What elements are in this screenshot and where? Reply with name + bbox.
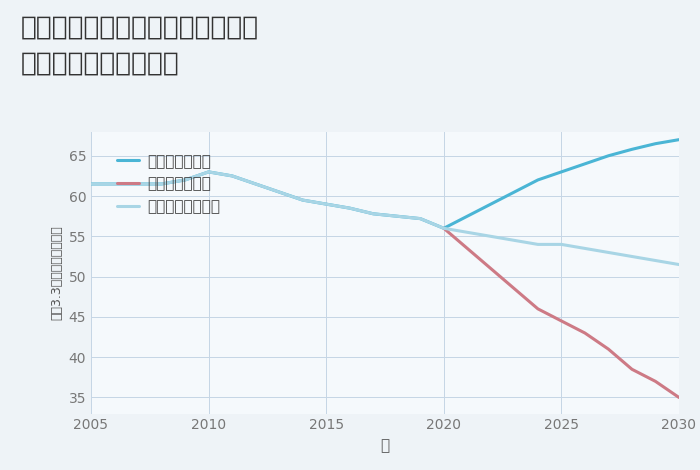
バッドシナリオ	[533, 306, 542, 312]
ノーマルシナリオ	[346, 205, 354, 211]
グッドシナリオ	[369, 211, 377, 217]
ノーマルシナリオ	[604, 250, 612, 255]
ノーマルシナリオ	[228, 173, 237, 179]
ノーマルシナリオ	[111, 181, 119, 187]
ノーマルシナリオ	[581, 246, 589, 251]
Line: グッドシナリオ: グッドシナリオ	[91, 140, 679, 228]
Line: バッドシナリオ: バッドシナリオ	[444, 228, 679, 398]
バッドシナリオ	[486, 266, 495, 271]
グッドシナリオ	[322, 201, 330, 207]
グッドシナリオ	[111, 181, 119, 187]
ノーマルシナリオ	[134, 181, 142, 187]
バッドシナリオ	[463, 246, 472, 251]
ノーマルシナリオ	[181, 177, 189, 183]
グッドシナリオ	[393, 213, 401, 219]
ノーマルシナリオ	[533, 242, 542, 247]
グッドシナリオ	[675, 137, 683, 142]
Y-axis label: 坪（3.3㎡）単価（万円）: 坪（3.3㎡）単価（万円）	[50, 225, 63, 320]
グッドシナリオ	[298, 197, 307, 203]
グッドシナリオ	[416, 216, 424, 221]
Text: 岐阜県加茂郡八百津町伊岐津志の
中古戸建ての価格推移: 岐阜県加茂郡八百津町伊岐津志の 中古戸建ての価格推移	[21, 14, 259, 76]
Legend: グッドシナリオ, バッドシナリオ, ノーマルシナリオ: グッドシナリオ, バッドシナリオ, ノーマルシナリオ	[111, 148, 226, 220]
X-axis label: 年: 年	[380, 438, 390, 453]
Line: ノーマルシナリオ: ノーマルシナリオ	[91, 172, 679, 265]
グッドシナリオ	[486, 201, 495, 207]
ノーマルシナリオ	[510, 237, 519, 243]
ノーマルシナリオ	[158, 181, 166, 187]
バッドシナリオ	[675, 395, 683, 400]
グッドシナリオ	[510, 189, 519, 195]
グッドシナリオ	[228, 173, 237, 179]
ノーマルシナリオ	[440, 226, 448, 231]
ノーマルシナリオ	[87, 181, 95, 187]
ノーマルシナリオ	[675, 262, 683, 267]
ノーマルシナリオ	[486, 234, 495, 239]
グッドシナリオ	[134, 181, 142, 187]
グッドシナリオ	[204, 169, 213, 175]
バッドシナリオ	[440, 226, 448, 231]
ノーマルシナリオ	[322, 201, 330, 207]
グッドシナリオ	[181, 177, 189, 183]
ノーマルシナリオ	[298, 197, 307, 203]
ノーマルシナリオ	[557, 242, 566, 247]
バッドシナリオ	[581, 330, 589, 336]
ノーマルシナリオ	[275, 189, 284, 195]
ノーマルシナリオ	[251, 181, 260, 187]
グッドシナリオ	[158, 181, 166, 187]
ノーマルシナリオ	[204, 169, 213, 175]
グッドシナリオ	[628, 147, 636, 152]
ノーマルシナリオ	[463, 229, 472, 235]
ノーマルシナリオ	[369, 211, 377, 217]
グッドシナリオ	[251, 181, 260, 187]
バッドシナリオ	[510, 286, 519, 291]
グッドシナリオ	[463, 213, 472, 219]
グッドシナリオ	[557, 169, 566, 175]
グッドシナリオ	[346, 205, 354, 211]
グッドシナリオ	[533, 177, 542, 183]
グッドシナリオ	[581, 161, 589, 167]
バッドシナリオ	[604, 346, 612, 352]
ノーマルシナリオ	[393, 213, 401, 219]
グッドシナリオ	[87, 181, 95, 187]
グッドシナリオ	[604, 153, 612, 158]
バッドシナリオ	[628, 367, 636, 372]
バッドシナリオ	[651, 378, 659, 384]
ノーマルシナリオ	[628, 254, 636, 259]
バッドシナリオ	[557, 318, 566, 324]
グッドシナリオ	[651, 141, 659, 147]
グッドシナリオ	[275, 189, 284, 195]
グッドシナリオ	[440, 226, 448, 231]
ノーマルシナリオ	[416, 216, 424, 221]
ノーマルシナリオ	[651, 258, 659, 263]
